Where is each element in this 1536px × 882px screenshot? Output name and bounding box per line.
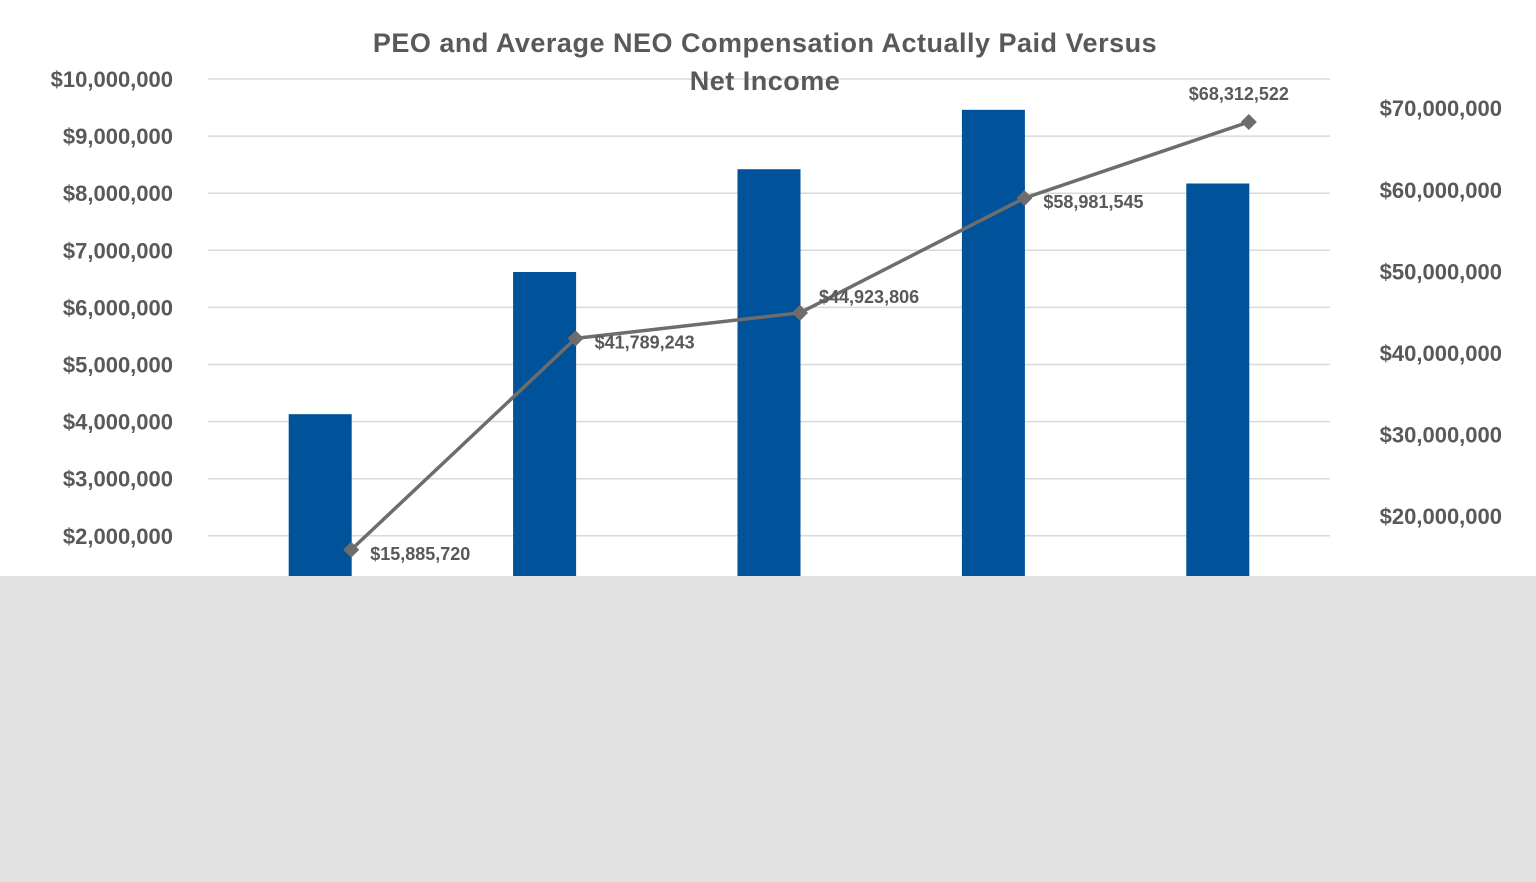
left-axis-tick-label: $5,000,000: [63, 353, 173, 378]
line-marker: [1240, 113, 1257, 130]
line-data-labels: $15,885,720 $41,789,243 $44,923,806 $58,981…: [370, 84, 1289, 564]
left-axis-tick-label: $3,000,000: [63, 467, 173, 492]
left-axis-tick-label: $7,000,000: [63, 238, 173, 263]
line-data-label: $15,885,720: [370, 544, 470, 564]
line-data-label: $58,981,545: [1043, 192, 1143, 212]
chart-title-line-1: PEO and Average NEO Compensation Actuall…: [373, 28, 1157, 58]
right-axis-ticks: $20,000,000 $30,000,000 $40,000,000 $50,000…: [1380, 96, 1502, 529]
right-axis-tick-label: $20,000,000: [1380, 504, 1502, 529]
line-marker: [792, 304, 808, 321]
left-axis-ticks: $2,000,000 $3,000,000 $4,000,000 $5,000,000…: [51, 67, 173, 549]
chart-title-line-2: Net Income: [690, 66, 841, 96]
line-data-label: $44,923,806: [819, 287, 919, 307]
right-axis-tick-label: $30,000,000: [1380, 423, 1502, 448]
right-axis-tick-label: $40,000,000: [1380, 341, 1502, 366]
left-axis-tick-label: $6,000,000: [63, 295, 173, 320]
right-axis-tick-label: $50,000,000: [1380, 259, 1502, 284]
left-axis-tick-label: $2,000,000: [63, 524, 173, 549]
left-axis-tick-label: $4,000,000: [63, 410, 173, 435]
line-data-label: $68,312,522: [1189, 84, 1289, 104]
occluding-overlay-notch: [0, 590, 400, 882]
line-marker: [567, 330, 584, 347]
line-series: [343, 113, 1257, 558]
line-marker: [1016, 190, 1033, 207]
right-axis-tick-label: $70,000,000: [1380, 96, 1502, 121]
left-axis-tick-label: $9,000,000: [63, 124, 173, 149]
left-axis-tick-label: $10,000,000: [51, 67, 173, 92]
line-marker: [343, 541, 360, 558]
right-axis-tick-label: $60,000,000: [1380, 178, 1502, 203]
left-axis-tick-label: $8,000,000: [63, 181, 173, 206]
line-data-label: $41,789,243: [595, 332, 695, 352]
